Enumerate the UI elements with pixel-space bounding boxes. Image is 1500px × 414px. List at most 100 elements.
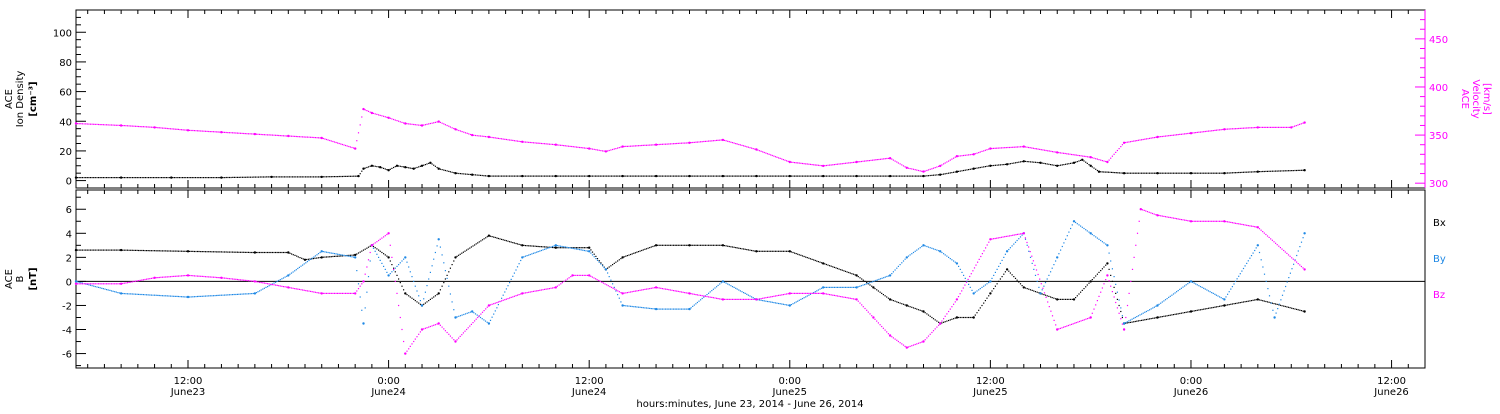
series-bottom-1-trace-17-17 — [582, 249, 584, 251]
series-top-1-trace-22-17 — [649, 144, 651, 146]
series-bottom-2-trace-29-1 — [874, 318, 876, 320]
series-bottom-1-trace-38-5 — [1065, 238, 1067, 240]
series-bottom-2-trace-45-1 — [1258, 228, 1261, 230]
series-top-0-trace-4-21 — [305, 176, 307, 178]
series-top-1-trace-37-14 — [1045, 149, 1047, 152]
series-top-1-trace-40-2 — [1110, 157, 1112, 159]
series-bottom-0-trace-19-15 — [645, 248, 648, 250]
series-top-1-trace-44-9 — [1238, 127, 1240, 130]
series-bottom-2-trace-2-6 — [163, 276, 165, 278]
series-bottom-2-trace-36-8 — [1035, 269, 1038, 271]
series-bottom-2-trace-23-9 — [703, 295, 705, 297]
series-top-1-trace-40-7 — [1118, 148, 1120, 150]
series-top-1-trace-5-8 — [267, 134, 269, 136]
series-bottom-1-trace-0-1 — [77, 281, 79, 283]
series-bottom-1-trace-42-9 — [1137, 315, 1139, 317]
series-top-1-trace-15-7 — [466, 132, 468, 134]
series-top-1-trace-1-20 — [152, 126, 154, 128]
series-top-1-trace-25-1 — [723, 139, 726, 141]
series-bottom-0-trace-14-12 — [507, 240, 509, 242]
series-bottom-2-trace-3-18 — [216, 276, 218, 279]
series-top-1-point-13 — [420, 124, 424, 127]
series-top-0-trace-49-19 — [1287, 170, 1290, 172]
series-top-0-trace-40-8 — [1070, 162, 1072, 164]
series-top-1-trace-42-4 — [1163, 135, 1165, 137]
series-bottom-1-trace-5-3 — [325, 251, 328, 253]
series-top-0-trace-46-20 — [1188, 172, 1190, 174]
series-top-1-trace-18-2 — [524, 141, 527, 143]
series-top-0-trace-5-18 — [349, 175, 352, 177]
series-bottom-2-trace-34-19 — [986, 244, 988, 246]
series-top-1-trace-28-18 — [851, 162, 853, 164]
series-top-1-trace-4-8 — [233, 132, 235, 134]
series-bottom-2-trace-4-9 — [235, 278, 237, 280]
series-bottom-1-point-11 — [420, 304, 424, 307]
series-bottom-1-trace-27-10 — [872, 281, 874, 283]
series-bottom-0-trace-0-8 — [88, 249, 90, 251]
series-bottom-0-trace-14-7 — [499, 238, 501, 240]
series-bottom-0-trace-24-8 — [801, 255, 804, 257]
series-top-0-trace-31-8 — [902, 175, 904, 177]
series-top-1-trace-22-14 — [644, 144, 646, 146]
series-bottom-1-trace-4-8 — [300, 265, 302, 267]
series-bottom-0-trace-32-8 — [969, 316, 971, 319]
series-top-0-trace-35-1 — [974, 167, 976, 169]
series-bottom-1-point-27 — [855, 286, 858, 289]
series-top-1-trace-25-12 — [741, 144, 743, 146]
series-bottom-1-trace-24-18 — [784, 304, 786, 306]
series-top-0-trace-28-17 — [816, 175, 818, 177]
series-top-0-trace-18-9 — [486, 175, 488, 177]
series-bottom-0-trace-23-16 — [781, 250, 783, 252]
series-bottom-0-trace-21-14 — [711, 244, 713, 246]
series-bottom-2-point-7 — [320, 292, 323, 295]
series-bottom-0-trace-23-18 — [784, 250, 786, 252]
series-bottom-1-trace-17-3 — [559, 245, 562, 247]
series-top-0-trace-25-2 — [692, 175, 694, 177]
series-bottom-1-trace-27-13 — [876, 279, 878, 281]
series-top-0-trace-37-8 — [1019, 161, 1022, 163]
series-top-0-trace-20-3 — [526, 175, 528, 177]
series-bottom-1-point-9 — [387, 274, 390, 277]
series-bottom-2-trace-22-12 — [674, 290, 676, 292]
series-bottom-0-trace-21-19 — [719, 244, 721, 246]
series-bottom-2-trace-2-2 — [157, 277, 159, 279]
series-top-1-trace-35-4 — [979, 151, 981, 153]
series-top-1-trace-2-16 — [179, 129, 181, 131]
series-bottom-2-trace-14-1 — [439, 324, 441, 326]
series-bottom-2-trace-31-2 — [909, 345, 911, 347]
series-top-0-trace-29-16 — [848, 175, 850, 177]
series-bottom-0-point-36 — [1022, 286, 1025, 289]
series-top-1-trace-5-1 — [255, 133, 258, 135]
series-top-0-trace-4-24 — [309, 176, 311, 178]
series-top-1-trace-7-17 — [348, 145, 350, 148]
series-bottom-0-point-33 — [972, 316, 975, 319]
series-bottom-2-trace-37-18 — [1085, 318, 1087, 320]
series-bottom-0-trace-0-21 — [109, 249, 111, 251]
series-top-1-trace-36-7 — [1000, 147, 1003, 149]
series-bottom-1-trace-22-14 — [711, 290, 713, 292]
series-top-0-trace-19-9 — [502, 175, 504, 177]
series-top-1-trace-22-3 — [626, 145, 628, 147]
series-bottom-1-trace-2-8 — [200, 295, 202, 297]
series-top-1-trace-24-17 — [716, 139, 718, 141]
series-top-1-trace-37-5 — [1031, 147, 1033, 149]
series-top-1-trace-23-5 — [663, 143, 665, 145]
series-bottom-2-trace-30-7 — [901, 343, 903, 345]
series-bottom-0-trace-42-5 — [1131, 321, 1133, 323]
series-top-0-trace-48-11 — [1241, 171, 1243, 173]
series-top-1-trace-28-13 — [843, 162, 845, 165]
series-bottom-2-trace-30-9 — [904, 345, 906, 347]
series-bottom-0-trace-3-4 — [260, 251, 262, 254]
series-bottom-1-trace-42-14 — [1145, 310, 1147, 313]
series-bottom-0-trace-28-2 — [892, 300, 894, 302]
series-top-0-trace-13-3 — [418, 166, 420, 168]
series-bottom-2-trace-17-2 — [524, 292, 527, 294]
series-top-0-trace-4-7 — [282, 176, 284, 178]
series-top-1-trace-25-20 — [754, 148, 756, 150]
series-bottom-1-trace-2-40 — [251, 293, 253, 295]
series-bottom-1-trace-34-8 — [1003, 256, 1005, 258]
series-top-0-trace-5-20 — [353, 175, 355, 177]
series-bottom-1-trace-42-20 — [1155, 305, 1157, 307]
series-bottom-1-trace-18-3 — [593, 256, 595, 258]
series-bottom-1-trace-27-8 — [868, 282, 870, 284]
